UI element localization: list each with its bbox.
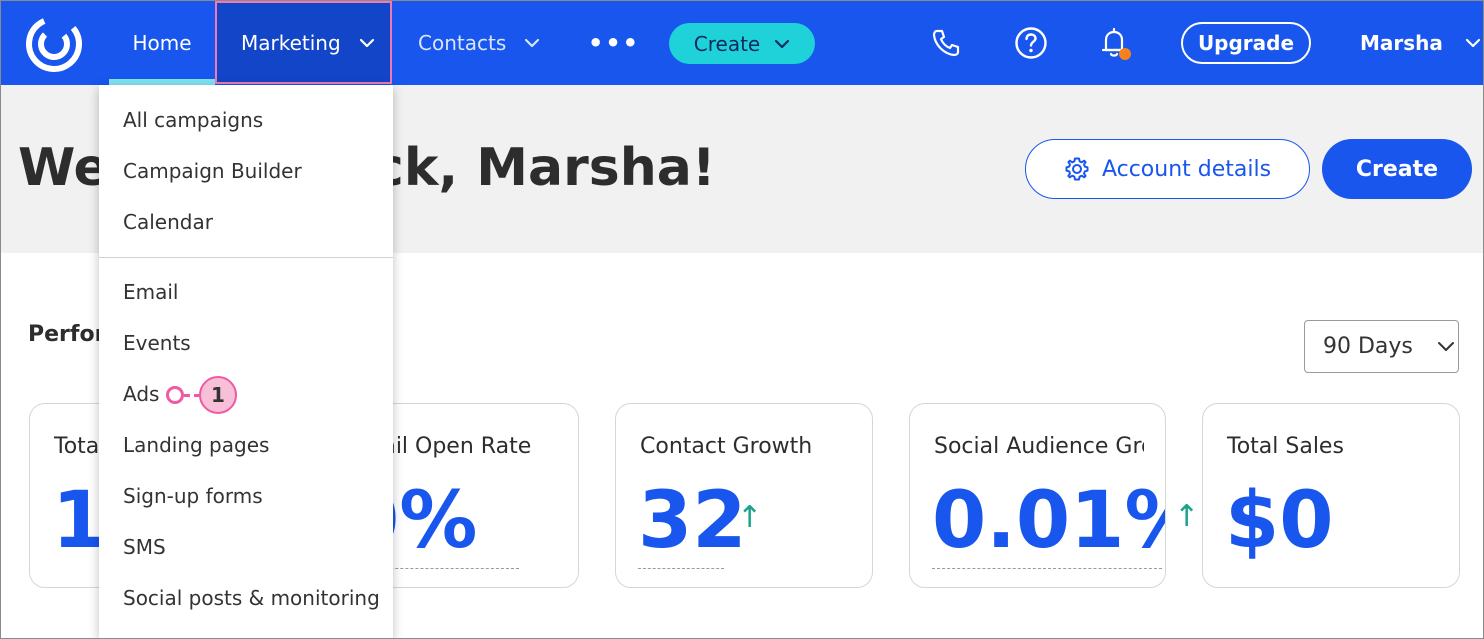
notifications-button[interactable]	[1096, 24, 1134, 62]
callout-pointer	[166, 386, 184, 404]
trend-up-icon: ↑	[1174, 499, 1200, 534]
nav-active-indicator	[109, 79, 215, 85]
stat-underline	[345, 568, 519, 569]
account-details-button[interactable]: Account details	[1025, 139, 1310, 199]
stat-card-value: $0	[1225, 476, 1334, 566]
nav-home[interactable]: Home	[109, 0, 215, 85]
more-icon: •••	[588, 28, 641, 57]
menu-item-calendar[interactable]: Calendar	[123, 210, 213, 234]
menu-item-social-posts[interactable]: Social posts & monitoring	[123, 586, 380, 610]
nav-marketing[interactable]: Marketing	[215, 1, 392, 84]
user-name: Marsha	[1360, 30, 1443, 55]
nav-home-label: Home	[132, 30, 192, 55]
stat-underline	[638, 568, 724, 569]
stat-card-title: Total Sales	[1227, 434, 1344, 459]
menu-item-events[interactable]: Events	[123, 331, 191, 355]
menu-item-landing-pages[interactable]: Landing pages	[123, 433, 270, 457]
nav-marketing-label: Marketing	[241, 30, 341, 55]
user-menu[interactable]: Marsha	[1360, 0, 1481, 85]
nav-create-button[interactable]: Create	[669, 23, 815, 64]
stat-card-title: Social Audience Growth	[934, 434, 1144, 459]
chevron-down-icon	[1465, 38, 1481, 47]
chevron-down-icon	[1437, 342, 1454, 351]
stat-card-title: Contact Growth	[640, 434, 813, 459]
nav-contacts-label: Contacts	[418, 30, 507, 55]
menu-item-sign-up-forms[interactable]: Sign-up forms	[123, 484, 263, 508]
menu-item-email[interactable]: Email	[123, 280, 179, 304]
help-icon	[1015, 27, 1047, 59]
menu-item-ads[interactable]: Ads	[123, 382, 160, 406]
menu-item-sms[interactable]: SMS	[123, 535, 166, 559]
stat-card-value: 32	[638, 476, 747, 566]
phone-icon	[932, 29, 960, 57]
marketing-dropdown-menu: All campaigns Campaign Builder Calendar …	[99, 85, 393, 639]
nav-more-button[interactable]: •••	[588, 0, 640, 85]
callout-number: 1	[211, 383, 225, 407]
nav-create-label: Create	[693, 31, 761, 56]
callout-leader-line	[184, 394, 200, 397]
phone-button[interactable]	[927, 24, 965, 62]
gear-icon	[1065, 157, 1089, 181]
chevron-down-icon	[775, 39, 790, 48]
nav-contacts[interactable]: Contacts	[418, 0, 540, 85]
trend-up-icon: ↑	[737, 500, 763, 535]
top-nav: Home Marketing Contacts ••• Create Upgra…	[0, 0, 1484, 85]
stat-underline	[932, 568, 1162, 569]
menu-item-campaign-builder[interactable]: Campaign Builder	[123, 159, 302, 183]
account-details-label: Account details	[1101, 156, 1272, 182]
upgrade-button[interactable]: Upgrade	[1181, 22, 1311, 64]
menu-item-all-campaigns[interactable]: All campaigns	[123, 108, 264, 132]
stat-card-value: 0.01%	[932, 476, 1165, 566]
callout-badge: 1	[199, 376, 237, 414]
menu-divider	[99, 257, 393, 258]
constant-contact-logo-icon[interactable]	[24, 14, 84, 74]
stat-card-contact-growth[interactable]: Contact Growth 32 ↑	[615, 403, 873, 588]
chevron-down-icon	[359, 38, 374, 47]
date-range-value: 90 Days	[1323, 334, 1413, 359]
stat-card-social-audience-growth[interactable]: Social Audience Growth 0.01%	[909, 403, 1166, 588]
help-button[interactable]	[1012, 24, 1050, 62]
date-range-select[interactable]: 90 Days	[1304, 320, 1459, 373]
create-button[interactable]: Create	[1322, 139, 1472, 199]
upgrade-label: Upgrade	[1197, 31, 1295, 55]
stat-card-total-sales[interactable]: Total Sales $0	[1202, 403, 1460, 588]
bell-icon	[1101, 27, 1131, 60]
create-label: Create	[1355, 156, 1439, 182]
chevron-down-icon	[525, 38, 540, 47]
